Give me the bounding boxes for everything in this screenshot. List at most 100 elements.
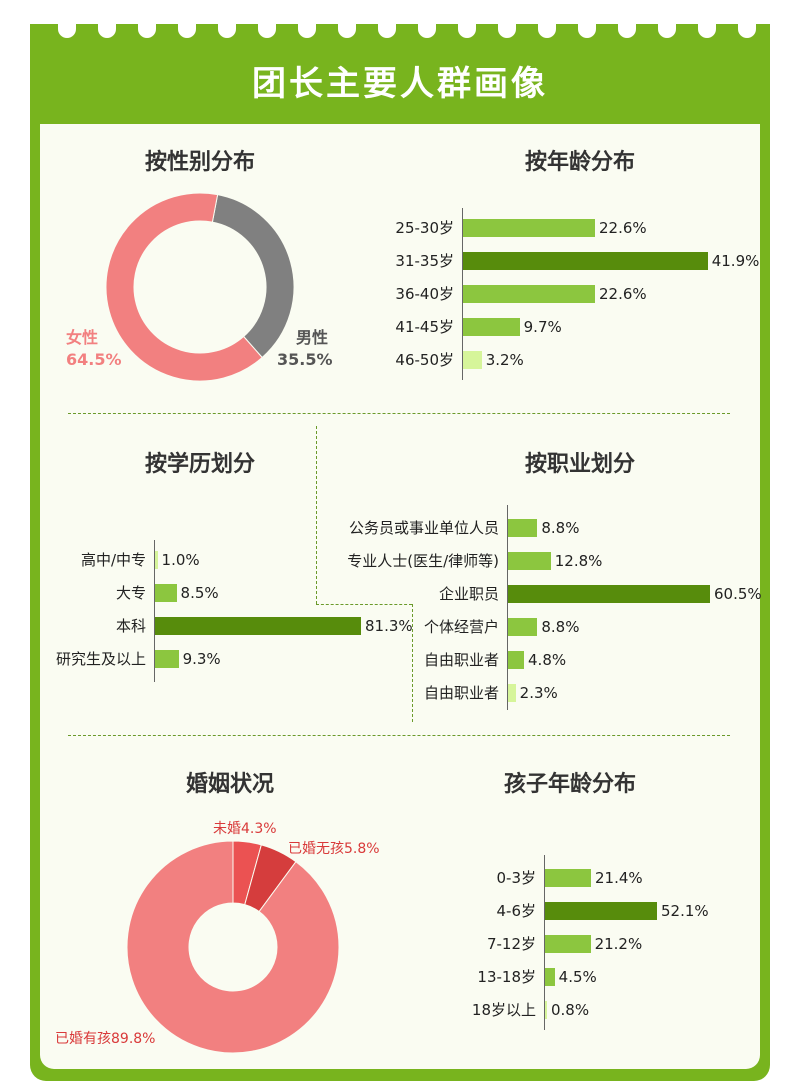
category-label: 18岁以上: [471, 1001, 536, 1019]
category-label: 25-30岁: [395, 219, 454, 237]
category-label: 46-50岁: [395, 351, 454, 369]
value-label: 9.3%: [182, 650, 221, 668]
binder-hole: [338, 24, 356, 38]
bar: [508, 651, 525, 669]
bar: [508, 552, 551, 570]
binder-hole: [258, 24, 276, 38]
category-label: 36-40岁: [395, 285, 454, 303]
value-label: 21.4%: [595, 869, 643, 887]
married-no-kids-label: 已婚无孩5.8%: [288, 841, 380, 857]
value-label: 9.7%: [523, 318, 562, 336]
section-divider: [68, 735, 730, 736]
bar: [545, 968, 555, 986]
binder-hole: [498, 24, 516, 38]
category-label: 自由职业者: [423, 651, 499, 669]
marriage-title: 婚姻状况: [185, 772, 274, 797]
category-label: 31-35岁: [395, 252, 454, 270]
bar: [463, 219, 595, 237]
chart-axis: [507, 505, 508, 710]
binder-hole: [578, 24, 596, 38]
gender-title: 按性别分布: [144, 150, 255, 175]
binder-hole: [538, 24, 556, 38]
category-label: 大专: [115, 584, 146, 602]
bar: [508, 585, 710, 603]
binder-hole: [178, 24, 196, 38]
category-label: 13-18岁: [477, 968, 536, 986]
pie-slice-married-with-kids: [126, 840, 340, 1054]
occupation-title: 按职业划分: [524, 452, 635, 477]
bar: [508, 519, 538, 537]
age-title: 按年龄分布: [524, 150, 635, 175]
category-label: 41-45岁: [395, 318, 454, 336]
category-label: 0-3岁: [496, 869, 537, 887]
bar: [545, 902, 657, 920]
bar: [508, 618, 538, 636]
children-title: 孩子年龄分布: [503, 772, 636, 797]
section-divider-vertical: [316, 426, 317, 604]
category-label: 高中/中专: [80, 551, 146, 569]
value-label: 1.0%: [161, 551, 200, 569]
section-divider: [316, 604, 412, 605]
value-label: 3.2%: [485, 351, 524, 369]
value-label: 8.8%: [541, 618, 580, 636]
chart-axis: [462, 208, 463, 380]
pie-slice-female: [105, 192, 263, 382]
chart-axis: [154, 540, 155, 682]
binder-hole: [58, 24, 76, 38]
married-with-kids-label: 已婚有孩89.8%: [55, 1031, 156, 1047]
bar: [463, 285, 595, 303]
value-label: 4.8%: [528, 651, 567, 669]
category-label: 专业人士(医生/律师等): [347, 552, 499, 570]
chart-axis: [544, 855, 545, 1030]
value-label: 22.6%: [599, 285, 647, 303]
unmarried-label: 未婚4.3%: [213, 821, 277, 837]
bar: [155, 617, 361, 635]
bar: [545, 935, 591, 953]
category-label: 个体经营户: [423, 618, 499, 636]
value-label: 41.9%: [711, 252, 760, 270]
binder-hole: [138, 24, 156, 38]
bar: [508, 684, 516, 702]
female-value: 64.5%: [66, 350, 122, 369]
bar: [155, 551, 158, 569]
binder-hole: [418, 24, 436, 38]
value-label: 52.1%: [661, 902, 709, 920]
binder-hole: [738, 24, 756, 38]
category-label: 研究生及以上: [55, 650, 146, 668]
section-divider-vertical: [412, 604, 413, 722]
value-label: 8.5%: [180, 584, 219, 602]
bar: [463, 318, 520, 336]
bar: [545, 869, 591, 887]
bar: [463, 351, 482, 369]
section-divider: [68, 413, 730, 414]
binder-hole: [378, 24, 396, 38]
value-label: 21.2%: [594, 935, 643, 953]
category-label: 企业职员: [438, 585, 499, 603]
category-label: 本科: [115, 617, 146, 635]
value-label: 22.6%: [599, 219, 647, 237]
category-label: 4-6岁: [496, 902, 537, 920]
male-value: 35.5%: [277, 350, 333, 369]
category-label: 自由职业者: [423, 684, 499, 702]
value-label: 0.8%: [551, 1001, 590, 1019]
value-label: 2.3%: [519, 684, 558, 702]
binder-hole: [698, 24, 716, 38]
bar: [155, 650, 179, 668]
binder-hole: [98, 24, 116, 38]
value-label: 4.5%: [558, 968, 597, 986]
category-label: 公务员或事业单位人员: [348, 519, 499, 537]
education-title: 按学历划分: [144, 452, 255, 477]
bar: [155, 584, 177, 602]
bar: [545, 1001, 547, 1019]
value-label: 8.8%: [541, 519, 580, 537]
binder-hole: [298, 24, 316, 38]
male-label: 男性: [296, 328, 329, 347]
binder-hole: [658, 24, 676, 38]
value-label: 12.8%: [554, 552, 603, 570]
binder-hole: [618, 24, 636, 38]
category-label: 7-12岁: [486, 935, 536, 953]
page-title: 团长主要人群画像: [252, 64, 548, 104]
value-label: 81.3%: [365, 617, 413, 635]
